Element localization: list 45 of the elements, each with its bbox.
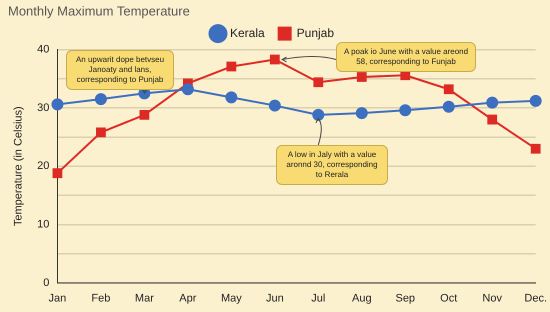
point (225, 91, 238, 104)
point (530, 94, 542, 107)
point (96, 127, 106, 138)
point (530, 144, 541, 154)
chart-title: Monthly Maximum Temperature (8, 3, 190, 18)
x-tick-label: Aug (352, 292, 372, 304)
x-tick-label: Jul (311, 292, 326, 304)
point (312, 108, 324, 121)
point (444, 84, 454, 94)
point (486, 96, 498, 109)
point (487, 114, 498, 124)
y-tick-label: 0 (43, 276, 50, 289)
y-tick-label: 30 (37, 102, 50, 114)
point (226, 62, 236, 72)
y-tick-label: 40 (37, 44, 50, 56)
callout-box: An upwarit dope betvseu Janoaty and lans, corresponding to Punjab (66, 50, 174, 90)
callout-box: A low in Jaly with a value aronnd 30, corresponding to Rerala (276, 145, 388, 185)
point (268, 100, 281, 112)
x-tick-label: Sep (395, 292, 416, 304)
legend-label: Kerala (230, 26, 265, 40)
point (442, 100, 455, 113)
x-tick-label: Jun (266, 292, 284, 304)
point (51, 98, 64, 110)
point (94, 93, 107, 106)
point (356, 107, 368, 120)
x-tick-label: Jan (48, 292, 66, 304)
x-tick-label: Mar (134, 292, 154, 304)
point (270, 54, 280, 64)
x-tick-label: Apr (179, 292, 197, 304)
x-tick-label: Nov (482, 292, 502, 304)
y-tick-label: 10 (37, 218, 50, 231)
point (182, 83, 194, 96)
x-tick-label: Feb (91, 292, 110, 304)
point (313, 77, 324, 88)
y-axis-title: Temperature (in Celsius) (12, 106, 25, 226)
point (52, 168, 62, 178)
x-tick-label: May (220, 292, 242, 304)
point (399, 104, 412, 116)
point (140, 110, 150, 120)
y-tick-label: 20 (37, 160, 50, 172)
x-tick-label: Dec. (524, 292, 548, 304)
legend-label: Punjab (296, 26, 334, 40)
point (356, 72, 367, 82)
x-tick-label: Oct (440, 292, 458, 304)
callout-box: A poak io June with a value areond 58, corresponding to Funjab (336, 42, 476, 72)
